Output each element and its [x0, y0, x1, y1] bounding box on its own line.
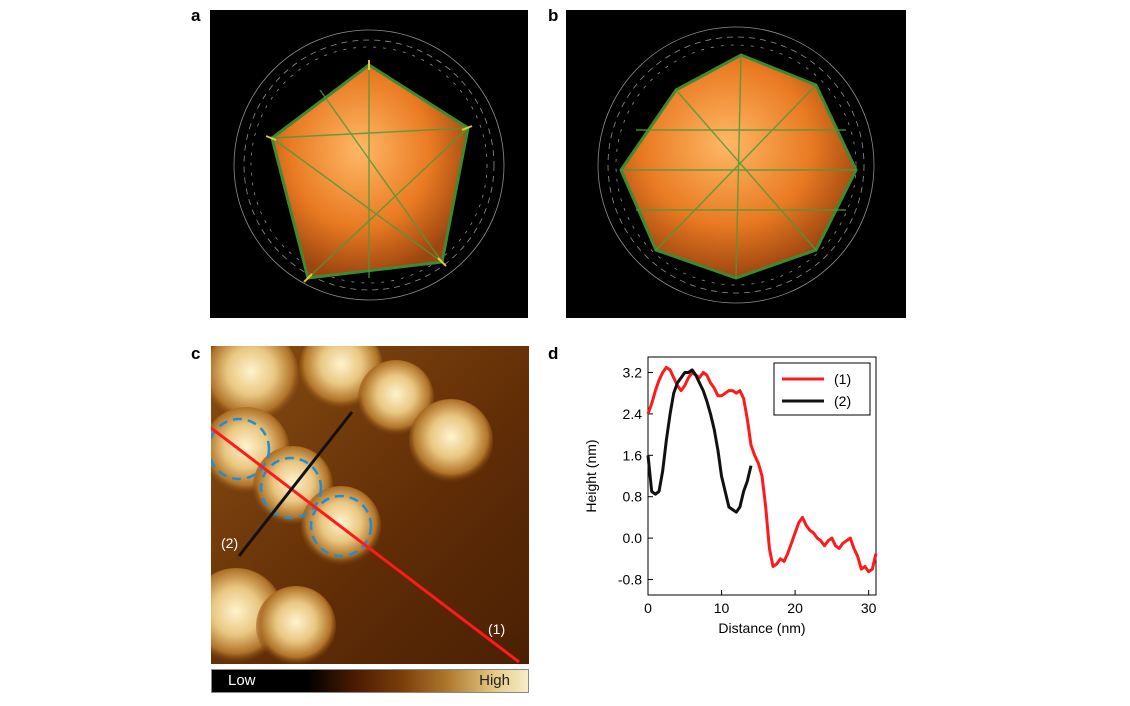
panel-label-d: d: [548, 344, 559, 363]
profile-line-2-label: (2): [221, 535, 238, 551]
series-line-2: [646, 368, 753, 514]
profile-line-2: [237, 411, 354, 557]
x-tick-label-0: 0: [644, 600, 652, 616]
legend-label-2: (2): [834, 393, 851, 409]
cluster-shell-a: [270, 63, 470, 280]
nanocluster-render-b: [566, 10, 906, 318]
y-tick-label-5: 3.2: [623, 365, 643, 381]
x-tick-label-3: 30: [861, 600, 877, 616]
x-tick-label-2: 20: [787, 600, 803, 616]
nanocluster-render-a-svg: [233, 29, 505, 301]
nanocluster-render-b-svg: [597, 26, 875, 304]
particle-circles: [211, 417, 373, 558]
profile-line-1: [211, 426, 520, 664]
afm-image-svg: (2) (1): [211, 346, 529, 664]
legend-label-1: (1): [834, 371, 851, 387]
nanocluster-render-a: [210, 10, 528, 318]
afm-image: (2) (1): [211, 346, 529, 664]
series-line-1: [646, 365, 878, 574]
y-tick-label-0: -0.8: [618, 571, 642, 587]
x-axis-label: Distance (nm): [718, 620, 805, 636]
x-tick-label-1: 10: [714, 600, 730, 616]
colorbar-low-label: Low: [228, 672, 256, 689]
y-axis-label: Height (nm): [583, 439, 599, 512]
y-tick-label-4: 2.4: [623, 406, 643, 422]
panel-label-c: c: [191, 344, 201, 363]
plot-frame: [647, 356, 877, 596]
afm-particles: [211, 346, 493, 664]
colorbar: Low High: [211, 669, 529, 693]
panel-label-a: a: [191, 6, 201, 25]
legend-box: [773, 362, 871, 416]
colorbar-high-label: High: [479, 672, 510, 689]
height-profile-chart: 0 10 20 30 -0.8 0.0 0.8 1.6 2.4 3.2 Distance (nm) H…: [583, 356, 878, 636]
profile-line-1-label: (1): [488, 621, 505, 637]
y-tick-label-3: 1.6: [623, 447, 643, 463]
y-tick-label-1: 0.0: [623, 530, 643, 546]
panel-label-b: b: [548, 6, 559, 25]
y-tick-label-2: 0.8: [623, 489, 643, 505]
